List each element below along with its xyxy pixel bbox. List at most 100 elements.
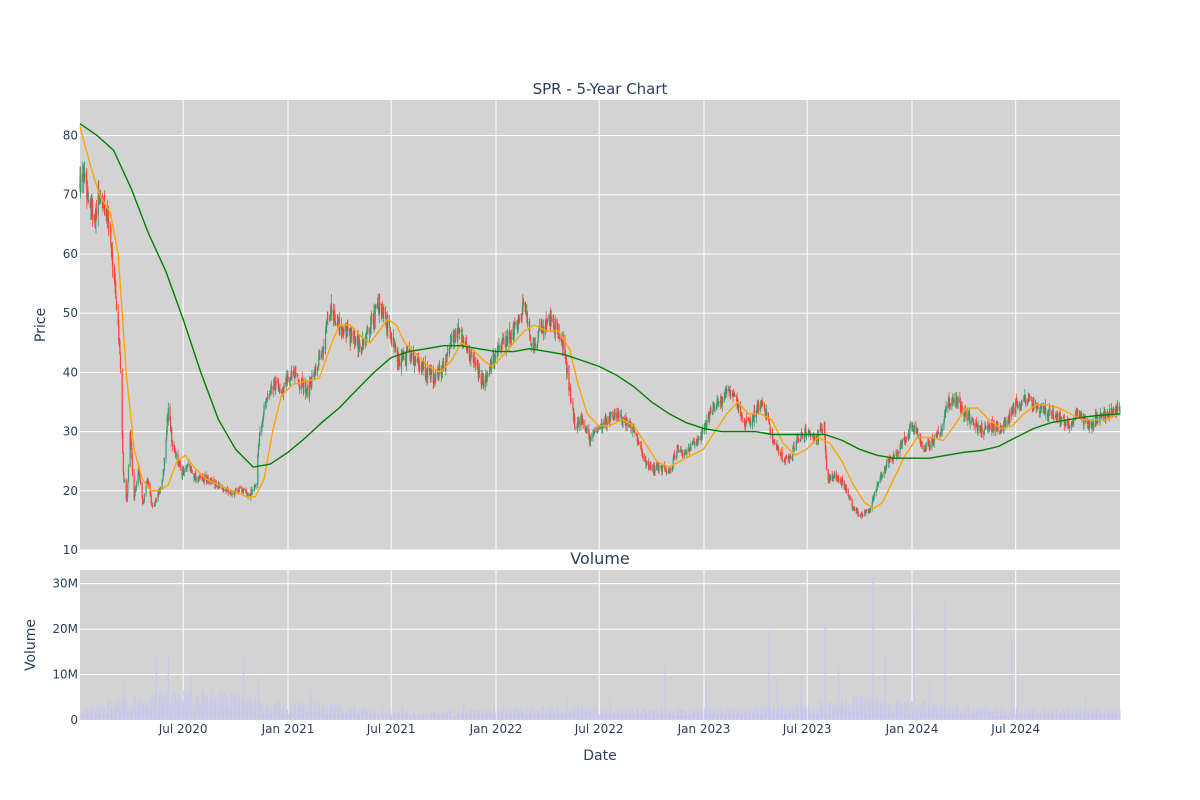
- candle-body: [1100, 412, 1102, 414]
- volume-bar: [90, 706, 92, 720]
- ma-short-line: [79, 126, 1121, 510]
- candle-body: [181, 474, 184, 477]
- volume-bar: [632, 707, 634, 720]
- volume-bar: [1110, 713, 1112, 720]
- candle-body: [363, 344, 365, 345]
- candle-body: [326, 318, 328, 323]
- volume-bar: [907, 699, 909, 720]
- candle-body: [486, 372, 488, 381]
- volume-bar: [629, 712, 631, 720]
- volume-bar: [501, 714, 503, 720]
- volume-bar: [1117, 716, 1119, 720]
- candle-body: [729, 391, 731, 394]
- candle-body: [728, 391, 730, 393]
- volume-bar: [804, 706, 806, 720]
- candle-body: [1111, 411, 1114, 413]
- volume-bar: [1037, 712, 1039, 720]
- candle-body: [348, 329, 351, 333]
- volume-bar: [734, 708, 736, 720]
- volume-bar: [1039, 716, 1041, 720]
- candle-body: [350, 331, 352, 344]
- volume-bar: [1112, 715, 1114, 720]
- volume-bar: [1093, 714, 1095, 720]
- volume-bar: [466, 711, 468, 720]
- volume-bar: [868, 705, 870, 720]
- candle-body: [867, 509, 869, 511]
- candle-body: [1068, 418, 1070, 428]
- volume-bar: [712, 707, 714, 720]
- candle-body: [717, 397, 719, 405]
- volume-bar: [620, 714, 622, 720]
- candle-body: [676, 446, 678, 454]
- volume-bar: [573, 710, 575, 720]
- candle-body: [746, 418, 748, 421]
- candle-body: [618, 414, 620, 417]
- volume-bar: [428, 717, 430, 720]
- candle-body: [293, 368, 295, 378]
- candle-body: [522, 300, 524, 314]
- volume-bar: [255, 699, 257, 720]
- volume-bar: [477, 716, 479, 720]
- volume-bar: [716, 715, 718, 720]
- volume-bar: [644, 715, 646, 720]
- volume-bar: [357, 713, 359, 720]
- volume-bar: [641, 715, 643, 720]
- candle-body: [508, 331, 510, 344]
- volume-bar: [889, 704, 891, 720]
- candle-body: [657, 463, 659, 467]
- volume-bar: [130, 706, 132, 720]
- volume-bar: [778, 707, 780, 720]
- candle-body: [1106, 413, 1109, 415]
- volume-bar: [1019, 714, 1021, 720]
- volume-bar: [908, 713, 910, 720]
- volume-bar: [1043, 709, 1045, 720]
- candle-body: [266, 397, 269, 399]
- volume-bar: [1084, 708, 1086, 720]
- volume-bar: [273, 703, 275, 720]
- candle-body: [871, 503, 873, 509]
- volume-bar: [580, 704, 582, 720]
- candle-body: [506, 336, 508, 346]
- candle-body: [624, 417, 626, 423]
- volume-bar: [241, 705, 243, 720]
- volume-bar: [783, 713, 785, 720]
- volume-bar: [947, 714, 949, 720]
- volume-bar: [891, 702, 893, 720]
- volume-bar: [708, 716, 710, 720]
- volume-bar: [600, 713, 602, 720]
- volume-bar: [345, 715, 347, 720]
- volume-bar: [586, 711, 588, 720]
- volume-bar: [773, 705, 775, 720]
- volume-bar: [235, 694, 237, 720]
- candle-body: [645, 459, 647, 465]
- volume-bar: [604, 712, 606, 720]
- candle-body: [932, 439, 934, 444]
- volume-bar: [281, 713, 283, 720]
- candle-body: [967, 413, 969, 421]
- candle-body: [766, 410, 768, 418]
- volume-bar: [554, 713, 556, 720]
- volume-bar: [135, 706, 137, 720]
- candle-body: [117, 311, 119, 325]
- volume-bar: [530, 707, 532, 720]
- candle-body: [723, 392, 726, 401]
- volume-bar: [976, 709, 978, 720]
- volume-bar: [1007, 714, 1009, 720]
- volume-bar: [1096, 714, 1098, 720]
- candle-body: [660, 466, 662, 470]
- volume-bar: [274, 707, 276, 720]
- volume-bar: [839, 707, 841, 720]
- candle-body: [903, 436, 906, 442]
- volume-bar: [1083, 712, 1085, 720]
- volume-bar: [510, 714, 512, 720]
- candle-body: [1089, 421, 1091, 425]
- candle-body: [1013, 405, 1015, 413]
- candle-body: [258, 432, 261, 446]
- candle-body: [1040, 406, 1042, 408]
- volume-bar: [633, 714, 635, 720]
- volume-bar: [810, 711, 812, 720]
- volume-bar: [145, 706, 147, 720]
- candle-body: [329, 317, 331, 319]
- candle-body: [131, 457, 134, 473]
- volume-bar: [281, 711, 283, 720]
